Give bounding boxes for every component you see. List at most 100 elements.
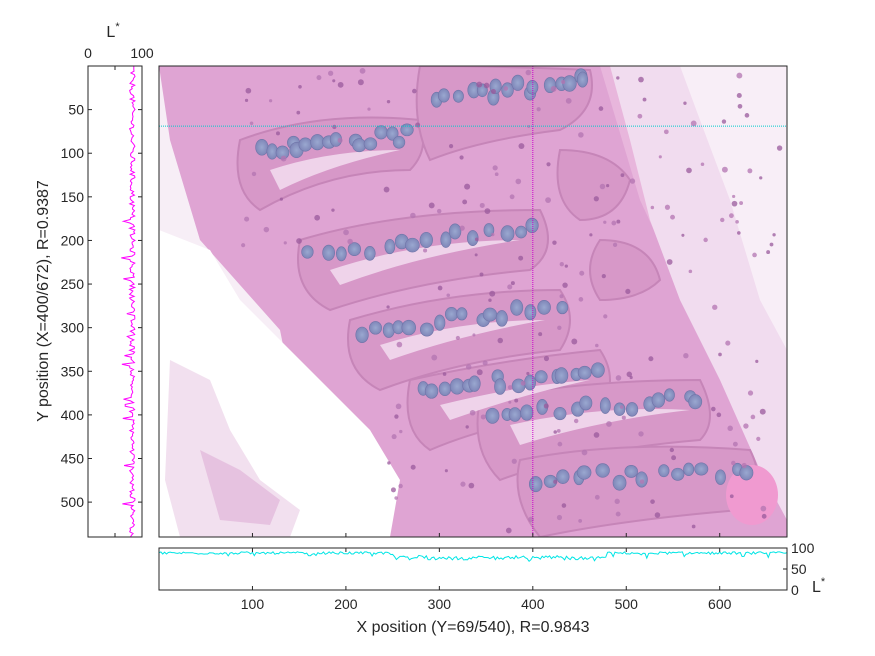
stroma-nucleus (681, 233, 685, 237)
stroma-nucleus (598, 106, 604, 111)
stroma-nucleus (396, 341, 403, 348)
nucleus (456, 307, 468, 321)
stroma-nucleus (387, 461, 391, 465)
nucleus (520, 404, 534, 421)
stroma-nucleus (497, 337, 503, 344)
stroma-nucleus (606, 421, 612, 427)
stroma-nucleus (595, 343, 599, 348)
stroma-nucleus (474, 253, 478, 257)
stroma-nucleus (718, 352, 722, 357)
stroma-nucleus (263, 226, 270, 233)
stroma-nucleus (436, 208, 442, 214)
stroma-nucleus (546, 162, 551, 167)
stroma-nucleus (619, 405, 624, 409)
stroma-nucleus (543, 403, 549, 409)
nucleus (482, 307, 498, 322)
stroma-nucleus (526, 371, 530, 376)
stroma-nucleus (489, 290, 496, 297)
stroma-nucleus (251, 171, 257, 177)
stroma-nucleus (578, 519, 583, 523)
nucleus (739, 465, 754, 481)
stroma-nucleus (736, 92, 742, 99)
nucleus (577, 365, 592, 380)
nucleus (576, 71, 589, 88)
stroma-nucleus (772, 233, 776, 237)
bottom-ytick-label: 0 (791, 582, 799, 598)
nucleus (595, 463, 610, 478)
nucleus (392, 135, 406, 149)
nucleus (401, 319, 416, 336)
nucleus (419, 231, 433, 248)
stroma-nucleus (444, 469, 448, 473)
stroma-nucleus (594, 494, 600, 500)
stroma-nucleus (666, 259, 673, 265)
stroma-nucleus (671, 455, 677, 461)
stroma-nucleus (611, 220, 617, 226)
nucleus (364, 246, 376, 261)
stroma-nucleus (688, 269, 693, 274)
stroma-nucleus (331, 208, 335, 212)
left-profile-ylabel: Y position (X=400/672), R=0.9387 (35, 180, 52, 422)
stroma-nucleus (620, 173, 625, 178)
nucleus (437, 88, 450, 103)
stroma-nucleus (741, 462, 747, 469)
stroma-nucleus (601, 274, 606, 279)
bottom-xtick-label: 600 (708, 596, 732, 612)
stroma-nucleus (642, 97, 647, 102)
stroma-nucleus (514, 398, 519, 403)
stroma-nucleus (249, 121, 254, 125)
nucleus (448, 223, 462, 240)
stroma-nucleus (654, 512, 661, 518)
nucleus (424, 383, 439, 399)
stroma-nucleus (553, 479, 558, 484)
stroma-nucleus (670, 214, 675, 220)
stroma-nucleus (669, 447, 675, 453)
nucleus (405, 237, 420, 253)
bottom-profile-panel: 100 200 300 400 500 600 0 50 100 L* X position … (158, 533, 826, 636)
stroma-nucleus (399, 429, 403, 434)
stroma-nucleus (347, 238, 353, 245)
stroma-nucleus (386, 99, 391, 104)
stroma-nucleus (476, 369, 483, 376)
stroma-nucleus (750, 414, 756, 420)
stroma-nucleus (386, 305, 390, 309)
stroma-nucleus (578, 132, 584, 138)
stroma-nucleus (332, 124, 337, 130)
stroma-nucleus (328, 70, 334, 76)
stroma-nucleus (465, 425, 469, 429)
stroma-nucleus (398, 483, 403, 489)
stroma-nucleus (747, 390, 754, 396)
stroma-nucleus (410, 212, 416, 219)
nucleus (534, 370, 548, 384)
stroma-nucleus (721, 119, 727, 124)
stroma-nuclei (241, 67, 783, 534)
stroma-nucleus (759, 408, 766, 415)
stroma-nucleus (525, 69, 532, 76)
tissue-image (159, 66, 787, 537)
stroma-nucleus (603, 314, 608, 319)
left-profile-background (88, 66, 142, 537)
stroma-nucleus (650, 499, 655, 504)
stroma-nucleus (316, 75, 322, 81)
stroma-nucleus (752, 252, 757, 258)
stroma-nucleus (490, 89, 496, 95)
nucleus (556, 469, 570, 484)
stroma-nucleus (776, 145, 783, 151)
stroma-nucleus (755, 359, 759, 363)
stroma-nucleus (766, 250, 771, 255)
stroma-nucleus (559, 294, 564, 299)
stroma-nucleus (703, 237, 708, 243)
nucleus (500, 225, 515, 242)
nucleus (624, 465, 638, 478)
stroma-nucleus (721, 166, 728, 173)
nucleus (613, 402, 626, 416)
stroma-nucleus (564, 264, 568, 268)
stroma-nucleus (507, 385, 513, 390)
nucleus (694, 462, 709, 476)
stroma-nucleus (614, 498, 620, 504)
stroma-nucleus (492, 165, 498, 171)
stroma-nucleus (737, 231, 741, 235)
nucleus (468, 375, 481, 392)
stroma-nucleus (559, 262, 564, 267)
stroma-nucleus (728, 213, 734, 219)
